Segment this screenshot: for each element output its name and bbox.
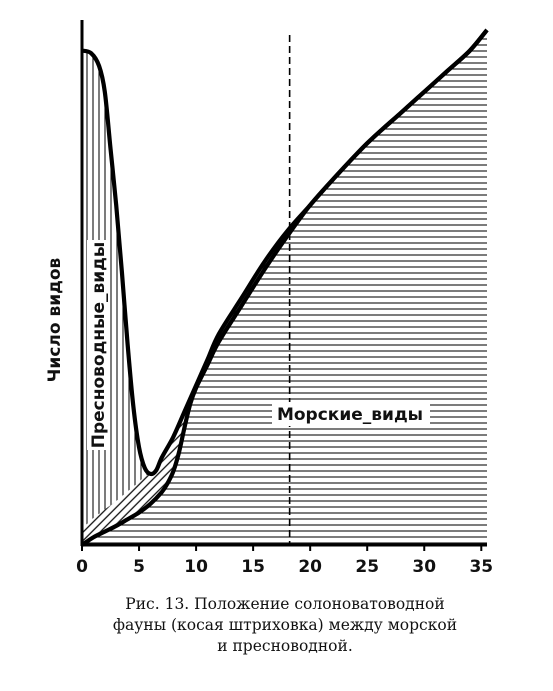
x-tick-label: 10 (184, 557, 208, 577)
x-tick-label: 15 (241, 557, 265, 577)
figure-caption: Рис. 13. Положение солоноватоводной фаун… (60, 594, 510, 657)
figure-chart: 0 5 10 15 20 25 30 35 Число видов Пресноводные_… (45, 20, 493, 577)
x-tick-label: 35 (469, 557, 493, 577)
marine-label: Морские_виды (277, 405, 423, 425)
caption-line-1: Рис. 13. Положение солоноватоводной (125, 595, 445, 613)
freshwater-label: Пресноводные_виды (89, 242, 109, 449)
x-tick-label: 0 (76, 557, 88, 577)
x-tick-label: 30 (412, 557, 436, 577)
x-tick-label: 25 (355, 557, 379, 577)
freshwater-label-bg (87, 240, 110, 450)
freshwater-area (82, 50, 219, 545)
marine-label-bg (272, 402, 430, 426)
y-axis-label: Число видов (45, 257, 65, 382)
caption-line-3: и пресноводной. (217, 637, 353, 655)
x-tick-label: 5 (133, 557, 145, 577)
marine-curve (80, 28, 489, 547)
x-tick-label: 20 (298, 557, 322, 577)
caption-line-2: фауны (косая штриховка) между морской (112, 616, 458, 634)
